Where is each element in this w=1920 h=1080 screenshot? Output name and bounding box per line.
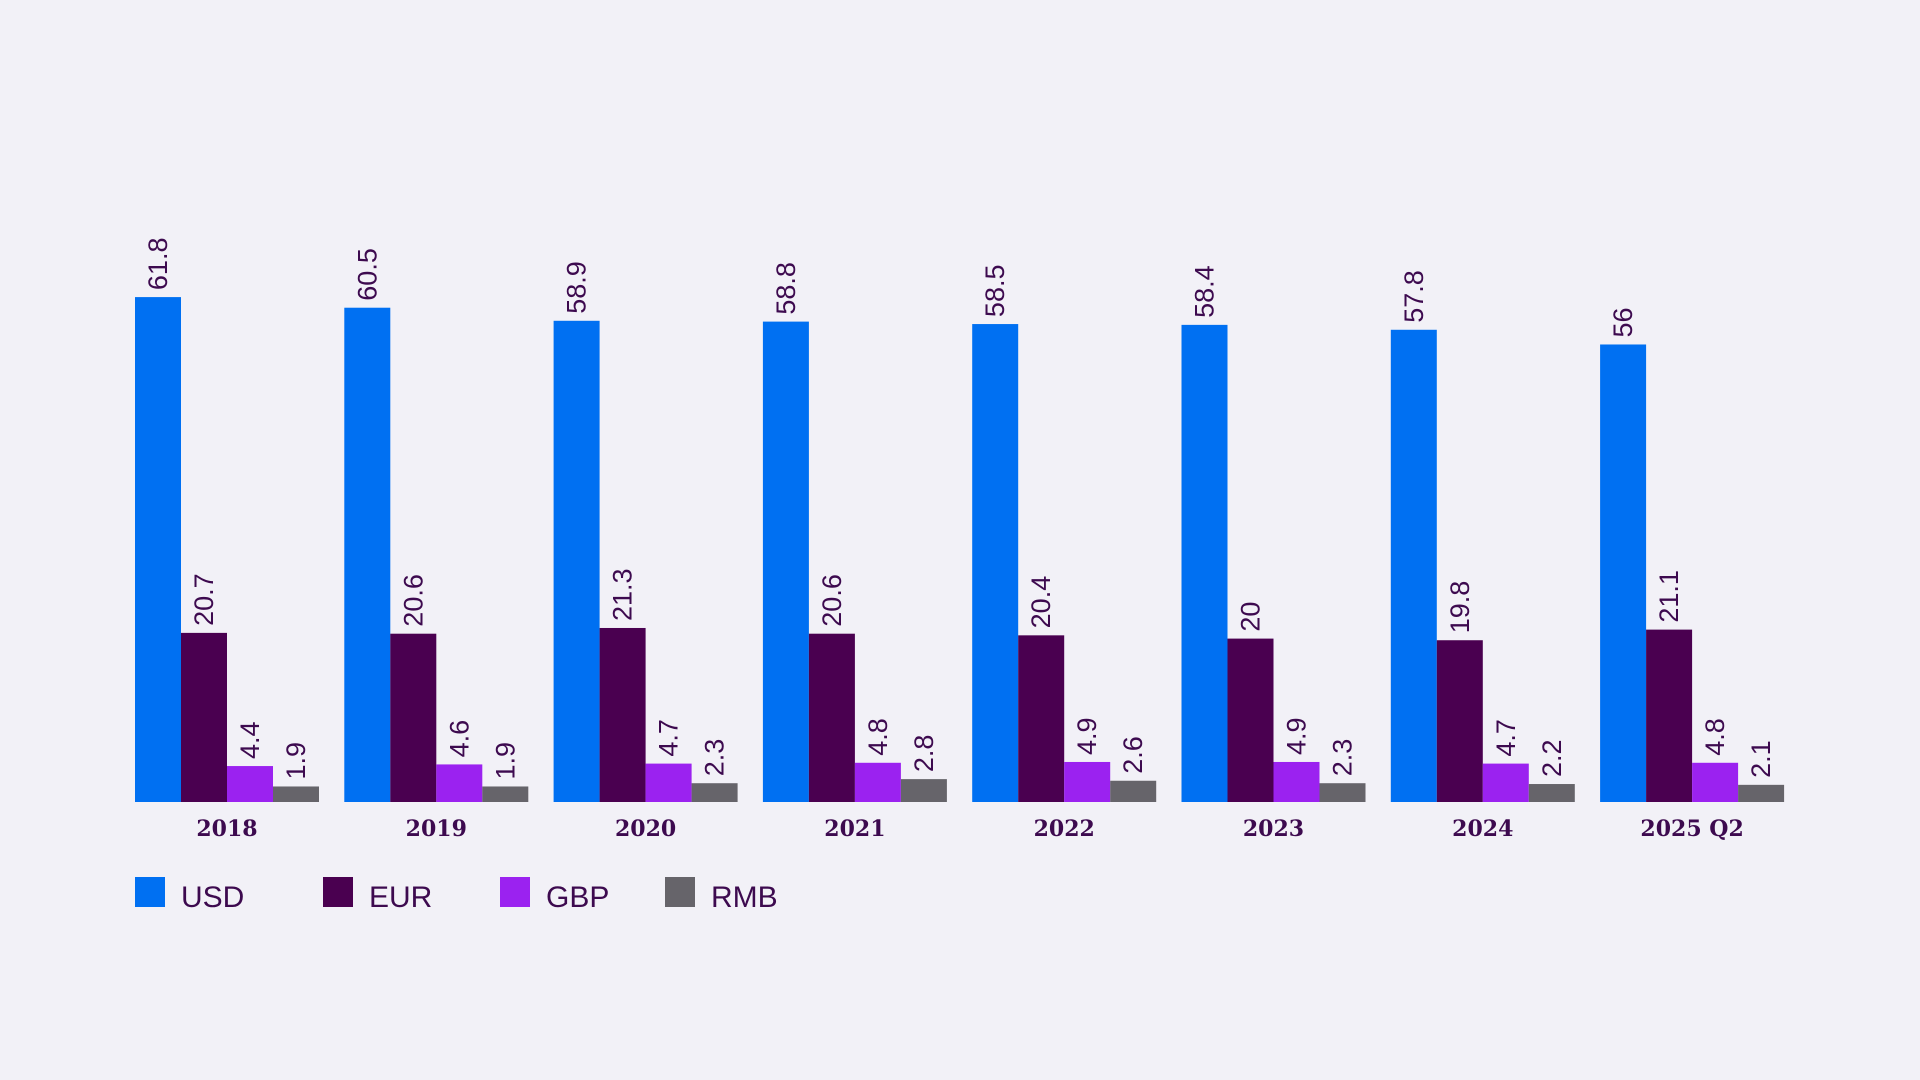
bar-eur xyxy=(181,632,227,802)
data-label: 20 xyxy=(1236,602,1266,632)
data-label: 20.6 xyxy=(398,574,428,627)
bar-usd xyxy=(1390,329,1437,802)
bar-eur xyxy=(599,627,646,802)
x-tick-label: 2022 xyxy=(1034,816,1095,842)
bar-gbp xyxy=(1064,761,1111,802)
data-label: 58.5 xyxy=(980,264,1010,317)
data-label: 1.9 xyxy=(490,742,520,780)
legend-swatch-rmb xyxy=(665,877,695,907)
data-label: 58.8 xyxy=(771,262,801,315)
data-label: 20.4 xyxy=(1026,576,1056,629)
bar-eur xyxy=(808,633,855,802)
data-label: 4.6 xyxy=(444,720,474,758)
data-label: 2.2 xyxy=(1537,739,1567,777)
bar-rmb xyxy=(273,786,319,802)
data-label: 2.3 xyxy=(1328,739,1358,777)
bar-rmb xyxy=(1528,784,1575,802)
data-label: 4.4 xyxy=(235,722,265,760)
data-label: 2.1 xyxy=(1746,740,1776,778)
data-label: 2.3 xyxy=(700,739,730,777)
legend-label-eur: EUR xyxy=(369,881,432,914)
bar-rmb xyxy=(1319,783,1366,802)
bar-eur xyxy=(390,633,437,802)
bar-eur xyxy=(1436,640,1483,802)
x-tick-label: 2024 xyxy=(1452,816,1513,842)
bar-eur xyxy=(1018,635,1065,802)
data-label: 56 xyxy=(1608,307,1638,337)
bar-usd xyxy=(1600,344,1647,802)
bar-usd xyxy=(344,307,391,802)
x-tick-label: 2021 xyxy=(824,816,885,842)
legend-swatch-gbp xyxy=(500,877,530,907)
bar-usd xyxy=(1181,324,1228,802)
data-label: 58.4 xyxy=(1190,265,1220,318)
x-tick-label: 2023 xyxy=(1243,816,1304,842)
bar-eur xyxy=(1646,629,1693,802)
data-label: 4.9 xyxy=(1072,717,1102,755)
bar-gbp xyxy=(645,763,692,802)
data-label: 4.8 xyxy=(1700,718,1730,756)
bar-usd xyxy=(135,297,181,802)
data-label: 4.9 xyxy=(1282,717,1312,755)
legend-swatch-usd xyxy=(135,877,165,907)
bar-gbp xyxy=(227,766,273,802)
bar-usd xyxy=(972,324,1019,802)
x-tick-label: 2020 xyxy=(615,816,676,842)
data-label: 4.7 xyxy=(654,719,684,757)
legend-label-gbp: GBP xyxy=(546,881,609,914)
data-label: 4.7 xyxy=(1491,719,1521,757)
data-label: 20.7 xyxy=(189,573,219,626)
bar-gbp xyxy=(1273,761,1320,802)
data-label: 21.1 xyxy=(1654,570,1684,623)
data-label: 60.5 xyxy=(352,248,382,301)
bar-usd xyxy=(553,320,600,802)
data-label: 58.9 xyxy=(562,261,592,314)
data-label: 57.8 xyxy=(1399,270,1429,323)
data-label: 2.6 xyxy=(1118,736,1148,774)
bar-gbp xyxy=(854,762,901,802)
bar-rmb xyxy=(1110,780,1157,802)
x-tick-label: 2025 Q2 xyxy=(1640,816,1743,842)
legend-swatch-eur xyxy=(323,877,353,907)
data-label: 21.3 xyxy=(608,568,638,621)
bar-rmb xyxy=(900,779,947,802)
bar-rmb xyxy=(691,783,738,802)
bar-gbp xyxy=(1482,763,1529,802)
data-label: 1.9 xyxy=(281,742,311,780)
bar-rmb xyxy=(1738,784,1785,802)
x-tick-label: 2018 xyxy=(196,816,257,842)
bar-eur xyxy=(1227,638,1274,802)
bar-gbp xyxy=(436,764,483,802)
data-label: 20.6 xyxy=(817,574,847,627)
legend-label-usd: USD xyxy=(181,881,244,914)
bar-usd xyxy=(762,321,809,802)
data-label: 19.8 xyxy=(1445,581,1475,634)
data-label: 4.8 xyxy=(863,718,893,756)
bar-rmb xyxy=(482,786,529,802)
legend-label-rmb: RMB xyxy=(711,881,778,914)
data-label: 61.8 xyxy=(143,238,173,291)
bar-gbp xyxy=(1692,762,1739,802)
x-tick-label: 2019 xyxy=(406,816,467,842)
data-label: 2.8 xyxy=(909,735,939,773)
